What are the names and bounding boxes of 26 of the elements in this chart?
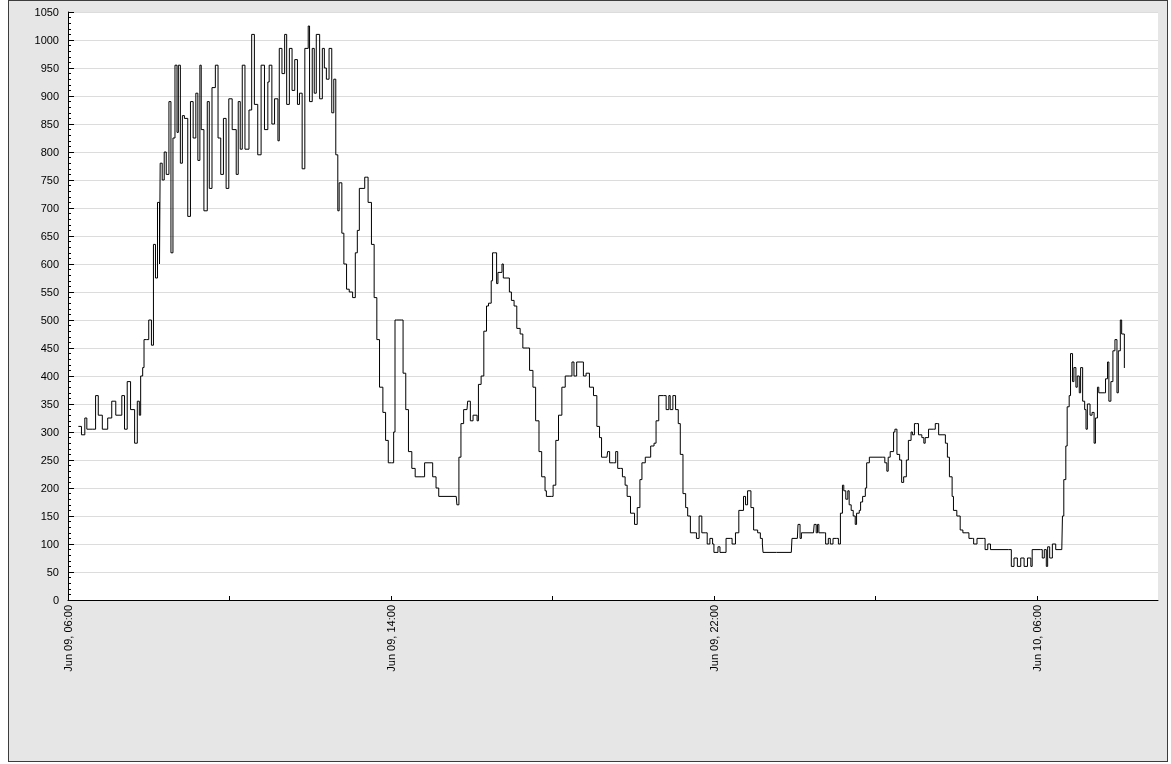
y-tick-label: 400 [40, 370, 59, 382]
y-tick-label: 200 [40, 482, 59, 494]
y-tick-label: 450 [40, 342, 59, 354]
y-tick-label: 100 [40, 538, 59, 550]
y-tick-label: 850 [40, 118, 59, 130]
y-tick-label: 250 [40, 454, 59, 466]
y-tick-label: 0 [52, 594, 59, 606]
y-tick-label: 550 [40, 286, 59, 298]
y-tick-label: 950 [40, 62, 59, 74]
y-tick-label: 300 [40, 426, 59, 438]
y-tick-label: 350 [40, 398, 59, 410]
y-tick-label: 900 [40, 90, 59, 102]
x-tick-label: Jun 09, 14:00 [384, 605, 397, 672]
y-tick-label: 1050 [34, 6, 59, 18]
x-tick-label: Jun 09, 06:00 [62, 605, 74, 672]
y-tick-label: 500 [40, 314, 59, 326]
y-tick-label: 600 [40, 258, 59, 270]
y-tick-label: 1000 [34, 34, 59, 46]
y-tick-label: 750 [40, 174, 59, 186]
y-tick-label: 700 [40, 202, 59, 214]
x-tick-label: Jun 10, 06:00 [1030, 605, 1043, 672]
y-tick-label: 800 [40, 146, 59, 158]
y-tick-label: 650 [40, 230, 59, 242]
x-tick-label: Jun 09, 22:00 [707, 605, 720, 672]
y-tick-label: 50 [46, 566, 59, 578]
y-tick-label: 150 [40, 510, 59, 522]
